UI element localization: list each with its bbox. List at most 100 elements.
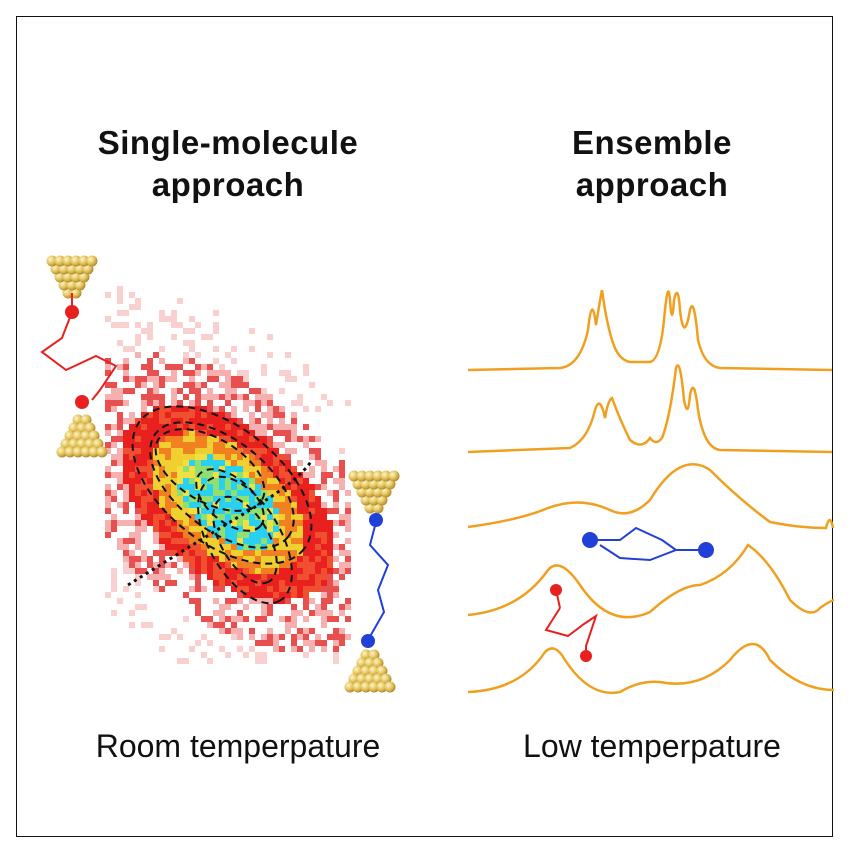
heatmap-cell (297, 532, 303, 538)
heatmap-cell (249, 550, 255, 556)
heatmap-cell (177, 544, 183, 550)
heatmap-cell (105, 394, 111, 400)
heatmap-cell (141, 484, 147, 490)
axial-junction-top-left (40, 255, 118, 458)
heatmap-cell (225, 496, 231, 502)
heatmap-cell (327, 592, 333, 598)
heatmap-cell (123, 418, 129, 424)
heatmap-cell (237, 598, 243, 604)
heatmap-cell (273, 448, 279, 454)
heatmap-cell (135, 460, 141, 466)
heatmap-cell (213, 562, 219, 568)
heatmap-cell (195, 442, 201, 448)
heatmap-cell (309, 514, 315, 520)
heatmap-cell (315, 538, 321, 544)
heatmap-cell (183, 508, 189, 514)
heatmap-cell (297, 574, 303, 580)
heatmap-cell (165, 478, 171, 484)
heatmap-cell (327, 610, 333, 616)
heatmap-cell (117, 418, 123, 424)
heatmap-cell (267, 562, 273, 568)
heatmap-cell (303, 484, 309, 490)
heatmap-cell (285, 460, 291, 466)
heatmap-cell (261, 616, 267, 622)
heatmap-cell (135, 484, 141, 490)
heatmap-cell (177, 460, 183, 466)
heatmap-cell (213, 574, 219, 580)
heatmap-cell (195, 322, 201, 328)
heatmap-cell (273, 646, 279, 652)
heatmap-cell (255, 400, 261, 406)
heatmap-cell (261, 658, 267, 664)
heatmap-cell (171, 448, 177, 454)
heatmap-cell (321, 460, 327, 466)
heatmap-cell (129, 568, 135, 574)
heatmap-cell (105, 406, 111, 412)
heatmap-cell (333, 634, 339, 640)
ensemble-spectra (467, 289, 835, 695)
heatmap-cell (231, 430, 237, 436)
spectrum-trace-5 (467, 642, 835, 695)
heatmap-cell (231, 532, 237, 538)
heatmap-cell (219, 574, 225, 580)
heatmap-cell (249, 430, 255, 436)
heatmap-cell (117, 424, 123, 430)
heatmap-cell (231, 538, 237, 544)
heatmap-cell (333, 586, 339, 592)
heatmap-cell (267, 538, 273, 544)
heatmap-cell (195, 370, 201, 376)
heatmap-cell (225, 400, 231, 406)
heatmap-cell (255, 598, 261, 604)
gold-atom (376, 681, 388, 693)
heatmap-cell (195, 388, 201, 394)
heatmap-cell (225, 514, 231, 520)
heatmap-cell (123, 544, 129, 550)
heatmap-cell (291, 496, 297, 502)
heatmap-cell (231, 412, 237, 418)
heatmap-cell (315, 436, 321, 442)
heatmap-cell (189, 646, 195, 652)
heatmap-cell (243, 382, 249, 388)
gold-atom (46, 255, 58, 267)
heatmap-cell (279, 598, 285, 604)
heatmap-cell (255, 568, 261, 574)
heatmap-cell (201, 412, 207, 418)
heatmap-cell (129, 376, 135, 382)
heatmap-cell (273, 502, 279, 508)
heatmap-cell (171, 496, 177, 502)
heatmap-cell (201, 478, 207, 484)
heatmap-cell (177, 490, 183, 496)
heatmap-cell (201, 538, 207, 544)
heatmap-cell (159, 412, 165, 418)
heatmap-cell (297, 436, 303, 442)
heatmap-cell (165, 562, 171, 568)
heatmap-cell (225, 550, 231, 556)
heatmap-cell (171, 316, 177, 322)
heatmap-cell (261, 526, 267, 532)
heatmap-cell (273, 460, 279, 466)
heatmap-cell (291, 586, 297, 592)
heatmap-cell (207, 376, 213, 382)
heatmap-cell (279, 418, 285, 424)
heatmap-cell (315, 406, 321, 412)
heatmap-cell (171, 334, 177, 340)
heatmap-cell (195, 502, 201, 508)
heatmap-cell (183, 358, 189, 364)
heatmap-cell (267, 406, 273, 412)
heatmap-cell (129, 538, 135, 544)
heatmap-cell (165, 418, 171, 424)
heatmap-cell (225, 526, 231, 532)
heatmap-cell (111, 454, 117, 460)
spectrum-trace-2 (467, 364, 833, 454)
heatmap-cell (237, 610, 243, 616)
heatmap-cell (141, 556, 147, 562)
heatmap-cell (243, 442, 249, 448)
heatmap-cell (237, 394, 243, 400)
heatmap-cell (249, 388, 255, 394)
heatmap-cell (249, 514, 255, 520)
heatmap-cell (267, 400, 273, 406)
heatmap-cell (219, 406, 225, 412)
heatmap-cell (159, 574, 165, 580)
heatmap-cell (141, 418, 147, 424)
heatmap-cell (213, 358, 219, 364)
